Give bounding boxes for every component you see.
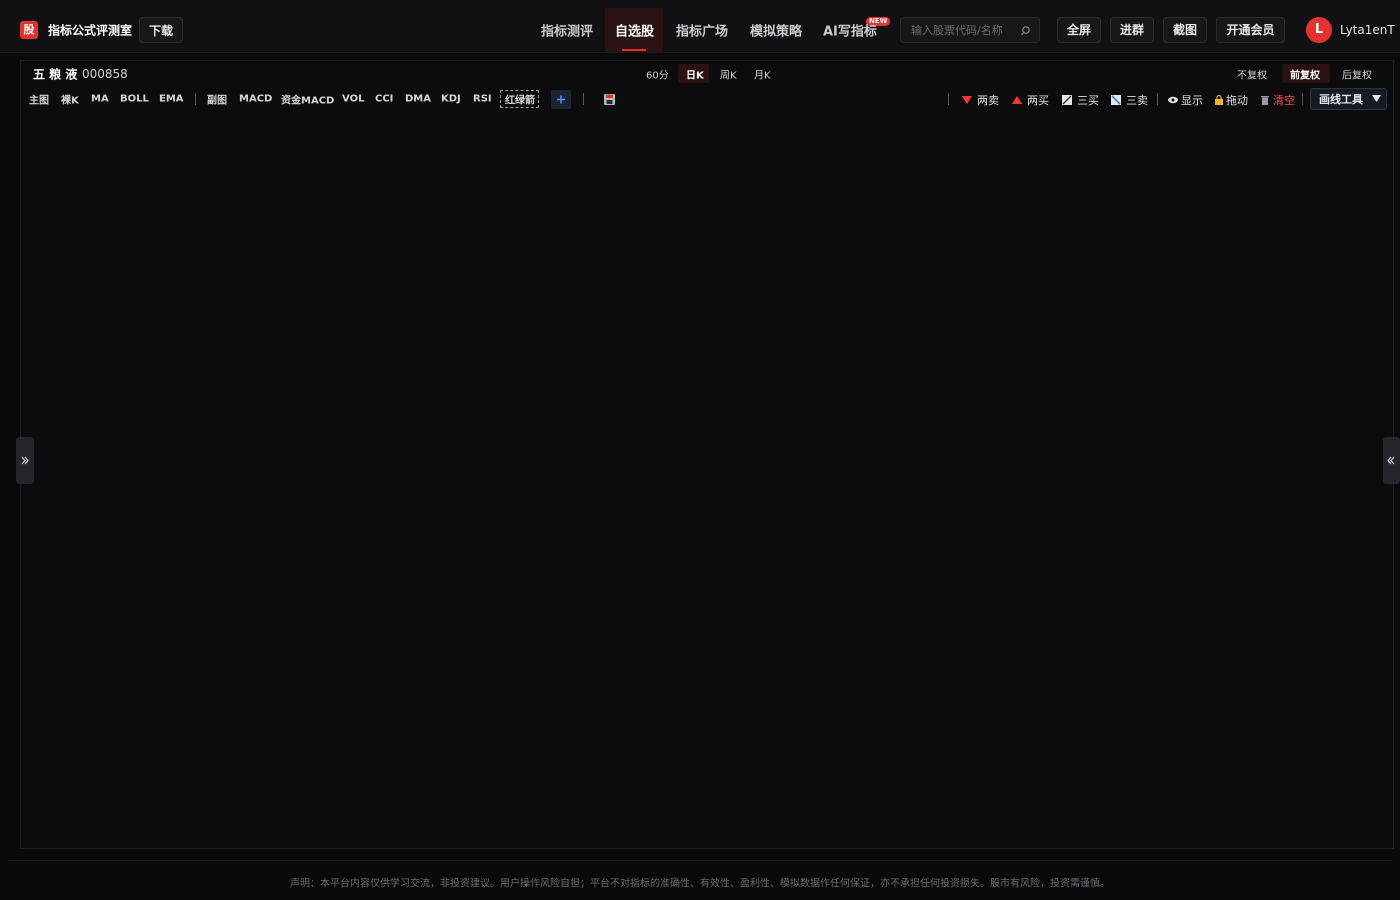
adjust-tab[interactable]: 前复权 xyxy=(1290,70,1320,82)
sell3-icon xyxy=(1111,95,1121,105)
username[interactable]: Lyta1enT xyxy=(1340,23,1395,37)
eye-icon xyxy=(1168,96,1178,104)
right-collapse-tab[interactable] xyxy=(1383,437,1400,484)
buy-icon xyxy=(1012,96,1022,104)
toolbar-separator xyxy=(583,93,584,105)
footer-divider xyxy=(8,860,1392,861)
plus-icon xyxy=(557,95,565,104)
main-indicator[interactable]: 裸K xyxy=(61,95,79,107)
header-button[interactable]: 开通会员 xyxy=(1216,17,1285,43)
adjust-tab[interactable]: 后复权 xyxy=(1342,70,1372,82)
toolbar-separator xyxy=(1302,93,1303,105)
avatar[interactable]: L xyxy=(1306,17,1332,43)
draw-tool-button[interactable]: 画线工具 xyxy=(1310,88,1387,110)
logo[interactable]: 股 xyxy=(20,21,38,39)
active-tab-underline xyxy=(622,49,646,51)
indicator-highlight xyxy=(500,90,539,108)
toolbar-separator xyxy=(1157,93,1158,105)
toolbar-separator xyxy=(948,93,949,105)
main-indicator[interactable]: MA xyxy=(91,93,109,105)
period-tab[interactable]: 周K xyxy=(720,70,737,82)
tool-toggle[interactable]: 拖动 xyxy=(1226,94,1248,107)
nav-item[interactable]: 指标测评 xyxy=(541,24,594,40)
sub-indicator[interactable]: DMA xyxy=(405,93,431,105)
signal-tool[interactable]: 两卖 xyxy=(977,94,999,107)
signal-tool[interactable]: 两买 xyxy=(1027,94,1049,107)
collapse-icon xyxy=(1387,456,1395,465)
main-indicator[interactable]: BOLL xyxy=(120,93,149,105)
sub-indicator[interactable]: 资金MACD xyxy=(281,95,335,107)
active-period-bg xyxy=(678,64,709,83)
dropdown-arrow xyxy=(1372,95,1381,102)
add-indicator-button[interactable] xyxy=(551,90,571,109)
signal-tool[interactable]: 三买 xyxy=(1077,94,1099,107)
period-tab[interactable]: 日K xyxy=(686,70,704,82)
lock-icon xyxy=(1215,94,1223,105)
toolbar-separator xyxy=(195,93,196,105)
search-box[interactable]: 输入股票代码/名称 xyxy=(900,17,1040,43)
nav-item[interactable]: 自选股 xyxy=(615,24,655,40)
main-indicator[interactable]: EMA xyxy=(159,93,184,105)
sub-indicator[interactable]: MACD xyxy=(239,93,273,105)
signal-tool[interactable]: 三卖 xyxy=(1126,94,1148,107)
tool-toggle[interactable]: 显示 xyxy=(1181,94,1203,107)
search-placeholder: 输入股票代码/名称 xyxy=(911,24,1003,37)
trash-icon xyxy=(1261,96,1269,105)
nav-item[interactable]: AI写指标 xyxy=(823,24,877,40)
disclaimer: 声明：本平台内容仅供学习交流，非投资建议。用户操作风险自担；平台不对指标的准确性… xyxy=(290,878,1110,890)
chart-panel xyxy=(20,60,1394,849)
tool-toggle[interactable]: 清空 xyxy=(1273,94,1295,107)
header-button[interactable]: 进群 xyxy=(1110,17,1154,43)
sub-indicator[interactable]: RSI xyxy=(473,93,492,105)
main-indicator[interactable]: 主图 xyxy=(29,95,49,107)
active-tab-bg xyxy=(605,8,663,52)
buy3-icon xyxy=(1062,95,1072,105)
period-tab[interactable]: 60分 xyxy=(646,70,669,82)
search-icon xyxy=(1021,26,1030,36)
period-tab[interactable]: 月K xyxy=(754,70,771,82)
sub-indicator[interactable]: VOL xyxy=(342,93,365,105)
draw-tool-label: 画线工具 xyxy=(1319,93,1363,106)
sub-indicator[interactable]: 红绿箭 xyxy=(505,95,535,107)
active-adjust-bg xyxy=(1282,64,1330,83)
nav-item[interactable]: 指标广场 xyxy=(676,24,729,40)
sell-icon xyxy=(962,96,972,104)
app-title: 指标公式评测室 xyxy=(48,23,133,38)
header-button[interactable]: 全屏 xyxy=(1057,17,1101,43)
stock-name: 五 粮 液 xyxy=(33,67,78,82)
expand-icon xyxy=(21,456,29,465)
sub-indicator[interactable]: 副图 xyxy=(207,95,227,107)
stock-code: 000858 xyxy=(82,67,128,81)
download-button[interactable]: 下载 xyxy=(139,17,183,43)
left-collapse-tab[interactable] xyxy=(16,437,34,484)
save-icon[interactable] xyxy=(603,93,616,106)
new-badge: NEW xyxy=(866,17,891,26)
adjust-tab[interactable]: 不复权 xyxy=(1237,70,1267,82)
header-button[interactable]: 截图 xyxy=(1163,17,1207,43)
sub-indicator[interactable]: KDJ xyxy=(441,93,461,105)
sub-indicator[interactable]: CCI xyxy=(375,93,394,105)
nav-item[interactable]: 模拟策略 xyxy=(750,24,803,40)
